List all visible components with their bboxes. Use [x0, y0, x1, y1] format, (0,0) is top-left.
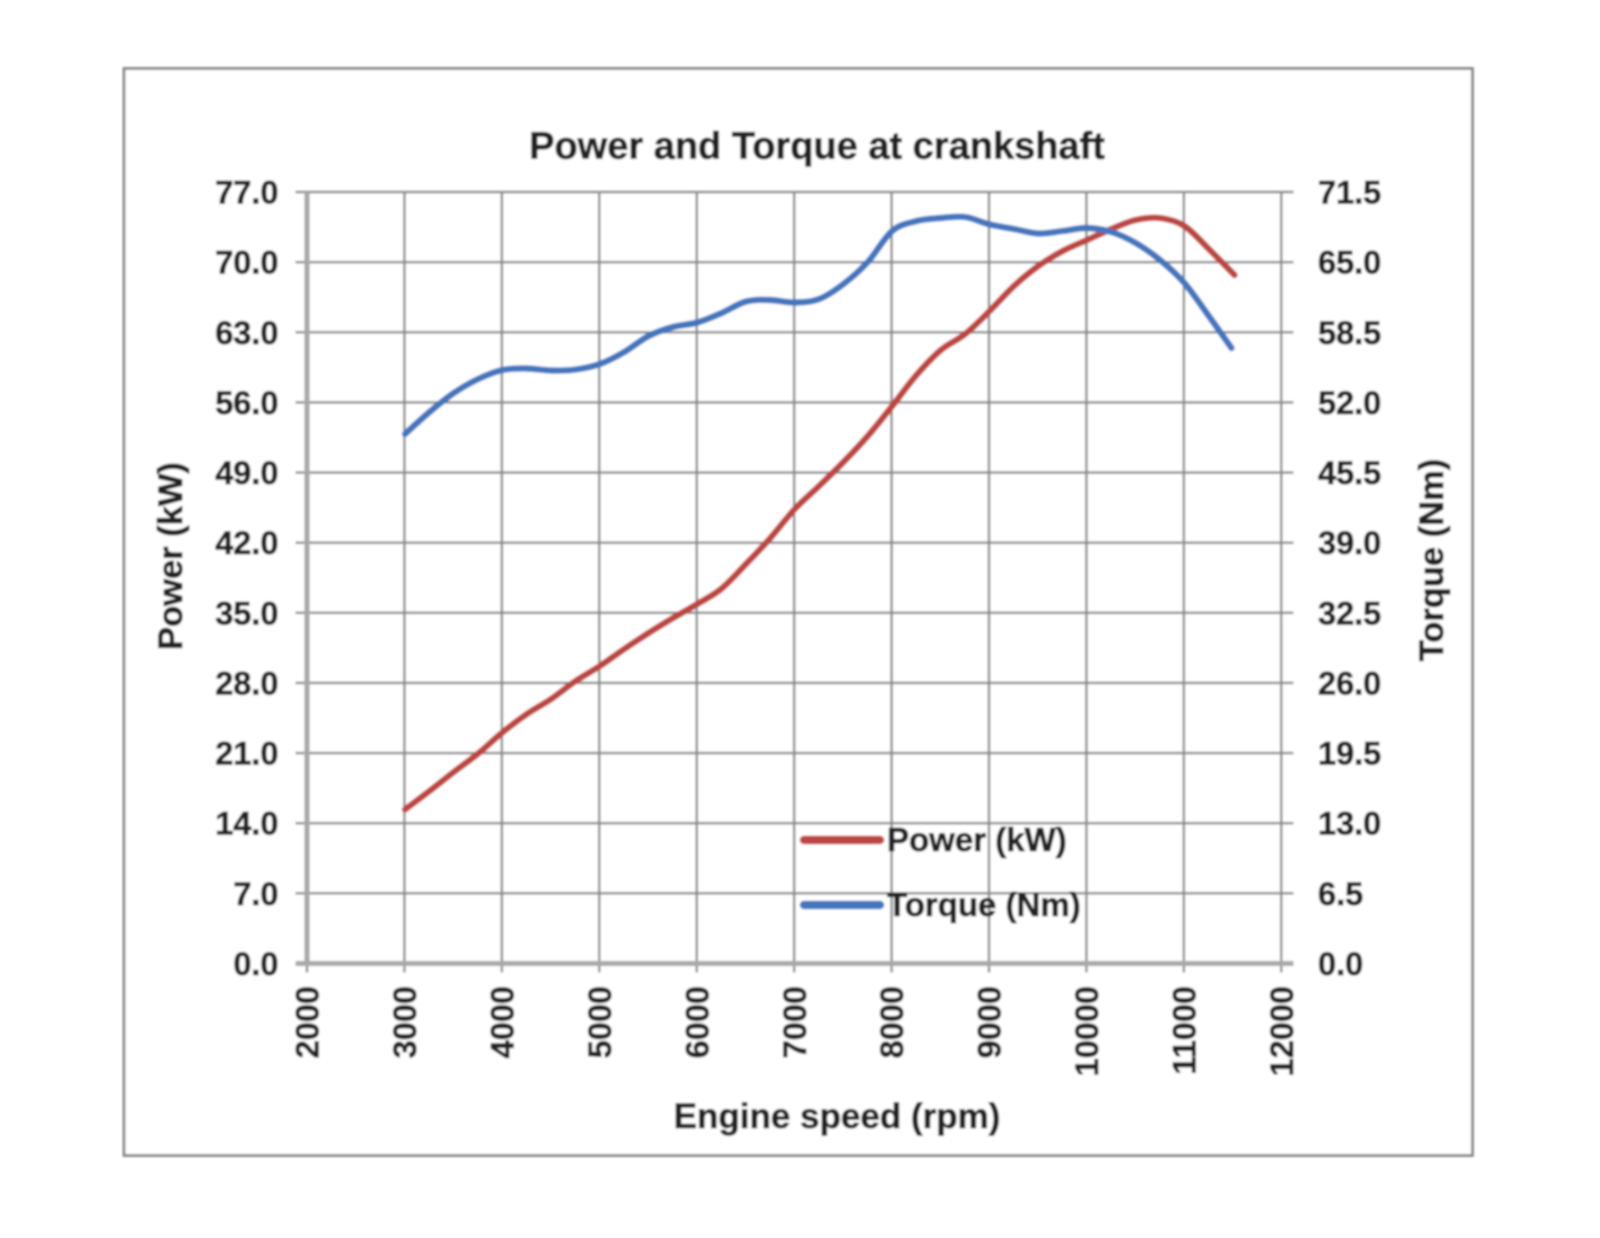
svg-text:6.5: 6.5 [1318, 876, 1363, 912]
svg-text:63.0: 63.0 [215, 315, 278, 351]
svg-text:65.0: 65.0 [1318, 245, 1381, 281]
svg-text:7.0: 7.0 [233, 876, 278, 912]
svg-text:5000: 5000 [582, 986, 618, 1058]
svg-text:45.5: 45.5 [1318, 455, 1381, 491]
svg-text:32.5: 32.5 [1318, 595, 1381, 631]
svg-text:3000: 3000 [387, 986, 423, 1058]
svg-text:Power (kW): Power (kW) [887, 821, 1067, 858]
svg-text:Torque (Nm): Torque (Nm) [1413, 459, 1451, 662]
svg-text:9000: 9000 [972, 986, 1008, 1058]
svg-text:Power (kW): Power (kW) [152, 462, 190, 650]
svg-text:Torque (Nm): Torque (Nm) [887, 886, 1081, 923]
svg-text:28.0: 28.0 [215, 666, 278, 702]
svg-text:7000: 7000 [777, 986, 813, 1058]
svg-text:71.5: 71.5 [1318, 175, 1381, 211]
svg-text:Engine speed (rpm): Engine speed (rpm) [674, 1097, 1001, 1136]
svg-text:56.0: 56.0 [215, 385, 278, 421]
svg-text:8000: 8000 [874, 986, 910, 1058]
svg-text:0.0: 0.0 [1318, 946, 1363, 982]
svg-text:11000: 11000 [1167, 986, 1203, 1075]
svg-text:6000: 6000 [679, 986, 715, 1058]
svg-text:0.0: 0.0 [233, 946, 278, 982]
svg-text:26.0: 26.0 [1318, 666, 1381, 702]
svg-text:14.0: 14.0 [215, 806, 278, 842]
svg-text:4000: 4000 [485, 986, 521, 1058]
svg-text:58.5: 58.5 [1318, 315, 1381, 351]
svg-text:12000: 12000 [1264, 986, 1300, 1076]
svg-text:39.0: 39.0 [1318, 525, 1381, 561]
svg-text:19.5: 19.5 [1318, 736, 1381, 772]
svg-text:35.0: 35.0 [215, 595, 278, 631]
svg-text:21.0: 21.0 [215, 736, 278, 772]
svg-text:70.0: 70.0 [215, 245, 278, 281]
svg-text:49.0: 49.0 [215, 455, 278, 491]
svg-text:Power and Torque at crankshaft: Power and Torque at crankshaft [529, 126, 1105, 168]
svg-text:10000: 10000 [1069, 986, 1105, 1076]
svg-text:77.0: 77.0 [215, 175, 278, 211]
svg-text:13.0: 13.0 [1318, 806, 1381, 842]
svg-text:42.0: 42.0 [215, 525, 278, 561]
svg-text:2000: 2000 [290, 986, 326, 1058]
svg-text:52.0: 52.0 [1318, 385, 1381, 421]
